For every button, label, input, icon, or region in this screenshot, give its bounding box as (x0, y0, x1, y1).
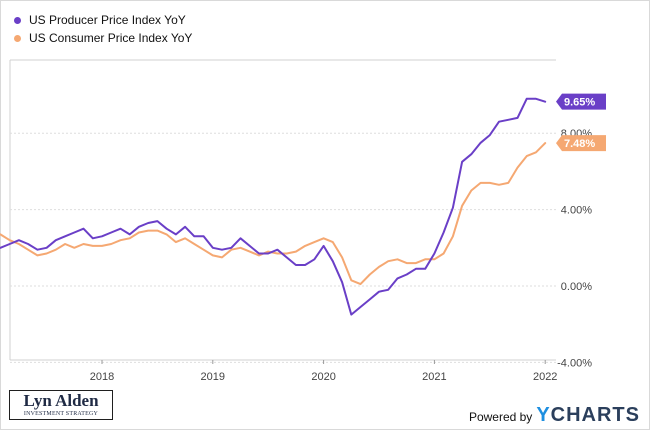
logo-name: Lyn Alden (23, 391, 99, 410)
y-axis-ticks: -4.00%0.00%4.00%8.00% (557, 128, 592, 369)
ycharts-logo-text: CHARTS (550, 404, 640, 426)
y-tick-label: -4.00% (557, 357, 592, 369)
legend-item-cpi[interactable]: US Consumer Price Index YoY (14, 29, 192, 47)
y-tick-label: 4.00% (561, 205, 592, 217)
x-axis-ticks: 2018 2019 2020 2021 2022 (90, 360, 557, 383)
legend: US Producer Price Index YoY US Consumer … (14, 11, 192, 47)
value-tag-label: 7.48% (564, 138, 595, 150)
legend-dot-ppi (14, 16, 21, 24)
powered-by-label: Powered by (468, 410, 533, 424)
legend-label-cpi: US Consumer Price Index YoY (29, 31, 193, 45)
value-tag-shape (556, 135, 606, 152)
value-tag-shape (556, 93, 606, 110)
x-tick-label: 2020 (311, 371, 335, 383)
y-tick-label: 0.00% (561, 281, 592, 293)
legend-dot-cpi (14, 34, 21, 42)
ycharts-logo-y: Y (536, 404, 551, 426)
lyn-alden-logo: Lyn Alden INVESTMENT STRATEGY (9, 390, 113, 420)
powered-by-ycharts[interactable]: Powered by YCHARTS (469, 404, 640, 427)
legend-label-ppi: US Producer Price Index YoY (29, 13, 186, 27)
series-lines (0, 97, 547, 316)
ycharts-logo: YCHARTS (536, 404, 640, 427)
series-line-ppi (0, 97, 547, 316)
legend-item-ppi[interactable]: US Producer Price Index YoY (14, 11, 192, 29)
x-tick-label: 2021 (422, 371, 446, 383)
x-tick-label: 2022 (533, 371, 557, 383)
value-tag-label: 9.65% (564, 97, 595, 109)
series-line-cpi (0, 142, 547, 286)
x-tick-label: 2018 (90, 371, 114, 383)
logo-subtitle: INVESTMENT STRATEGY (23, 411, 99, 417)
grid-lines (9, 59, 556, 363)
last-value-tags: 9.65% 7.48% (556, 93, 606, 152)
x-tick-label: 2019 (201, 371, 225, 383)
value-tag-ppi: 9.65% (556, 93, 606, 110)
value-tag-cpi: 7.48% (556, 135, 606, 152)
